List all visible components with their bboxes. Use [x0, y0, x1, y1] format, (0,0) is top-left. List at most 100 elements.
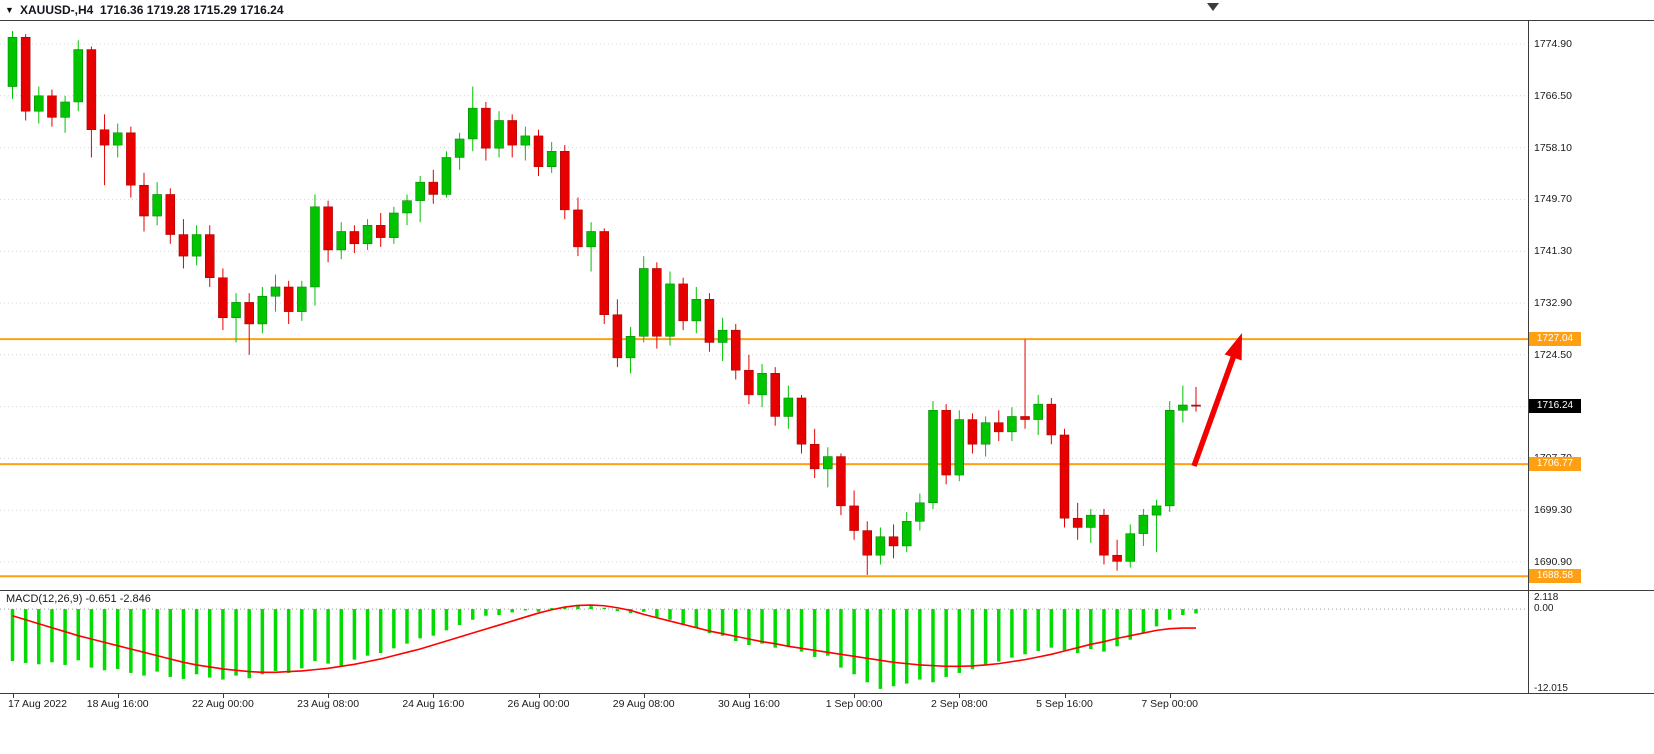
- macd-histogram-bar: [313, 609, 317, 661]
- candle-body: [454, 138, 465, 158]
- candle: [231, 293, 241, 343]
- macd-histogram-bar: [37, 609, 41, 665]
- current-price-badge: 1716.24: [1529, 398, 1581, 413]
- macd-histogram-bar: [1010, 609, 1014, 658]
- macd-histogram-bar: [1154, 609, 1159, 627]
- candle-body: [796, 397, 807, 445]
- candle: [1086, 508, 1096, 543]
- macd-histogram-bar: [523, 609, 528, 611]
- time-axis-label: 29 Aug 08:00: [612, 698, 675, 710]
- candle: [507, 114, 517, 158]
- trend-arrow-annotation[interactable]: [1191, 333, 1242, 467]
- time-axis-label: 26 Aug 00:00: [507, 698, 570, 710]
- candle: [389, 206, 399, 244]
- macd-histogram-bar: [405, 609, 409, 644]
- price-axis-label: 1741.30: [1534, 245, 1572, 258]
- candle: [1164, 401, 1175, 513]
- price-axis-label: 1732.90: [1534, 297, 1572, 309]
- candle-body: [310, 206, 320, 288]
- macd-histogram-bar: [878, 609, 883, 689]
- candle: [323, 200, 333, 263]
- macd-histogram-bar: [418, 609, 422, 639]
- candle-body: [494, 120, 504, 149]
- macd-histogram-bar: [102, 609, 107, 671]
- candle-body: [1125, 533, 1135, 562]
- macd-histogram-bar: [510, 609, 514, 613]
- candle-body: [1112, 554, 1122, 562]
- candle: [86, 46, 97, 158]
- macd-histogram-bar: [852, 609, 856, 675]
- candle: [586, 222, 596, 272]
- macd-histogram-bar: [839, 609, 843, 668]
- macd-scale-label: 0.00: [1534, 603, 1554, 615]
- candle: [47, 89, 57, 127]
- macd-histogram-bar: [444, 609, 449, 631]
- macd-histogram-bar: [247, 609, 251, 679]
- candle: [823, 447, 833, 488]
- candle-body: [862, 530, 872, 556]
- macd-histogram-bar: [904, 609, 909, 684]
- macd-histogram-bar: [63, 609, 67, 665]
- macd-histogram-bar: [273, 609, 278, 671]
- chart-title-bar: ▼ XAUUSD-,H4 1716.36 1719.28 1715.29 171…: [0, 0, 1654, 20]
- candle-body: [402, 200, 412, 214]
- candle: [310, 194, 320, 306]
- time-axis-label: 18 Aug 16:00: [86, 698, 149, 710]
- macd-signal-line: [12, 604, 1197, 674]
- macd-histogram-bar: [563, 607, 567, 610]
- candle: [744, 354, 754, 405]
- time-axis-tick: [328, 694, 330, 698]
- macd-scale-label: -12.015: [1534, 683, 1568, 694]
- candle: [1191, 386, 1201, 412]
- macd-histogram-bar: [826, 609, 830, 656]
- axis-separator-line: [1528, 20, 1529, 693]
- candle-body: [994, 422, 1004, 433]
- macd-histogram-bar: [392, 609, 396, 649]
- candle-body: [520, 135, 531, 146]
- candle-body: [901, 521, 912, 547]
- candle-body: [875, 536, 886, 556]
- candle-body: [954, 419, 965, 476]
- time-axis-tick: [959, 694, 961, 698]
- time-axis-tick: [538, 694, 540, 698]
- time-axis-tick: [643, 694, 645, 698]
- macd-histogram-bar: [655, 609, 659, 618]
- macd-histogram-bar: [549, 608, 554, 610]
- macd-histogram-bar: [734, 609, 738, 642]
- time-axis-label: 7 Sep 00:00: [1141, 698, 1199, 710]
- macd-histogram-bar: [260, 609, 265, 675]
- candle: [809, 428, 820, 479]
- candle: [1007, 407, 1017, 442]
- candle-body: [297, 286, 307, 312]
- candle-body: [823, 456, 833, 470]
- candle-body: [468, 107, 478, 140]
- candle: [1046, 397, 1057, 445]
- candle: [205, 225, 215, 287]
- candle: [152, 182, 162, 226]
- candle-body: [941, 410, 951, 476]
- chart-shift-marker-icon[interactable]: [1207, 3, 1219, 11]
- macd-indicator-panel: [0, 604, 1528, 689]
- candle: [402, 194, 412, 226]
- candle: [415, 175, 425, 223]
- candle: [915, 493, 925, 531]
- macd-histogram-bar: [115, 609, 120, 669]
- candle: [1059, 428, 1070, 528]
- candle: [520, 126, 531, 161]
- candle: [757, 364, 767, 408]
- symbol-dropdown-icon[interactable]: ▼: [5, 5, 14, 15]
- macd-histogram-bar: [155, 609, 159, 672]
- macd-histogram-bar: [957, 609, 962, 673]
- macd-histogram-bar: [50, 609, 54, 663]
- candle: [428, 169, 439, 204]
- time-axis-tick: [748, 694, 750, 698]
- time-axis-separator: [0, 693, 1654, 694]
- macd-histogram-bar: [221, 609, 225, 680]
- candle-body: [1007, 416, 1017, 433]
- candle-body: [1151, 505, 1162, 516]
- candle-body: [139, 184, 149, 217]
- candle: [481, 101, 491, 161]
- macd-histogram-bar: [142, 609, 146, 676]
- candle-body: [599, 231, 609, 315]
- candle-body: [270, 286, 281, 297]
